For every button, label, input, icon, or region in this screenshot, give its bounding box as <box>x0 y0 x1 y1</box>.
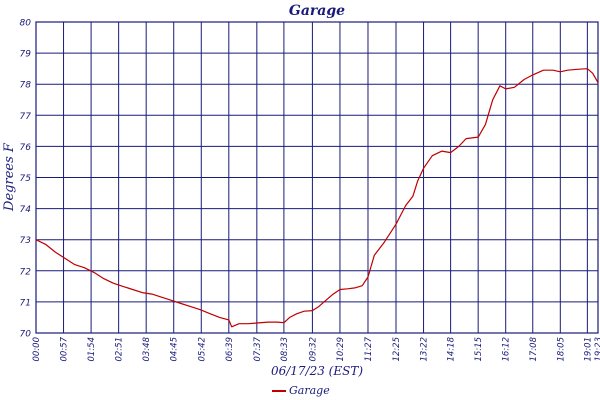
x-tick-label: 01:54 <box>87 337 97 362</box>
y-tick-label: 74 <box>20 205 32 215</box>
plot-frame <box>35 21 599 334</box>
x-axis-label: 06/17/23 (EST) <box>271 364 363 378</box>
x-tick-label: 08:33 <box>280 337 290 362</box>
x-tick-label: 16:12 <box>502 337 512 362</box>
legend-swatch <box>272 390 286 392</box>
x-tick-label: 12:25 <box>392 337 402 362</box>
x-tick-label: 00:57 <box>60 336 70 361</box>
y-axis-ticks: 70 71 72 73 74 75 76 77 78 79 80 <box>20 19 32 340</box>
x-tick-label: 06:39 <box>225 337 235 362</box>
series-line-garage <box>35 68 599 328</box>
x-tick-label: 18:05 <box>556 337 566 362</box>
x-tick-label: 09:32 <box>308 337 318 362</box>
x-tick-label: 17:08 <box>529 336 539 361</box>
x-tick-label: 15:15 <box>474 337 484 362</box>
x-tick-label: 11:27 <box>364 336 374 361</box>
y-tick-label: 71 <box>20 298 31 308</box>
series-layer <box>35 68 599 328</box>
y-tick-label: 80 <box>20 19 32 29</box>
x-axis-ticks: 00:00 00:57 01:54 02:51 03:48 04:45 05:42 06:39… <box>32 336 600 361</box>
chart-legend: Garage <box>272 384 330 398</box>
x-tick-label: 03:48 <box>142 336 152 361</box>
x-tick-label: 07:37 <box>253 336 263 361</box>
x-tick-label: 05:42 <box>197 337 207 362</box>
plot-grid <box>35 21 599 334</box>
x-tick-label: 19:01 <box>583 337 593 362</box>
legend-label: Garage <box>289 384 330 397</box>
y-axis-label: Degrees F <box>2 142 17 212</box>
x-tick-label: 10:29 <box>336 337 346 362</box>
y-tick-label: 70 <box>20 330 32 340</box>
y-tick-label: 75 <box>20 174 32 184</box>
x-tick-label: 02:51 <box>115 337 125 362</box>
x-tick-label: 14:18 <box>447 336 457 361</box>
x-tick-label: 19:23 <box>594 337 600 362</box>
y-tick-label: 72 <box>20 267 32 277</box>
chart-title: Garage <box>289 3 345 19</box>
x-tick-label: 04:45 <box>170 337 180 362</box>
y-tick-label: 76 <box>20 143 32 153</box>
y-tick-label: 77 <box>20 112 32 122</box>
x-tick-label: 00:00 <box>32 337 42 362</box>
y-tick-label: 78 <box>20 81 32 91</box>
y-tick-label: 73 <box>20 236 32 246</box>
y-tick-label: 79 <box>20 50 32 60</box>
x-tick-label: 13:22 <box>420 337 430 362</box>
